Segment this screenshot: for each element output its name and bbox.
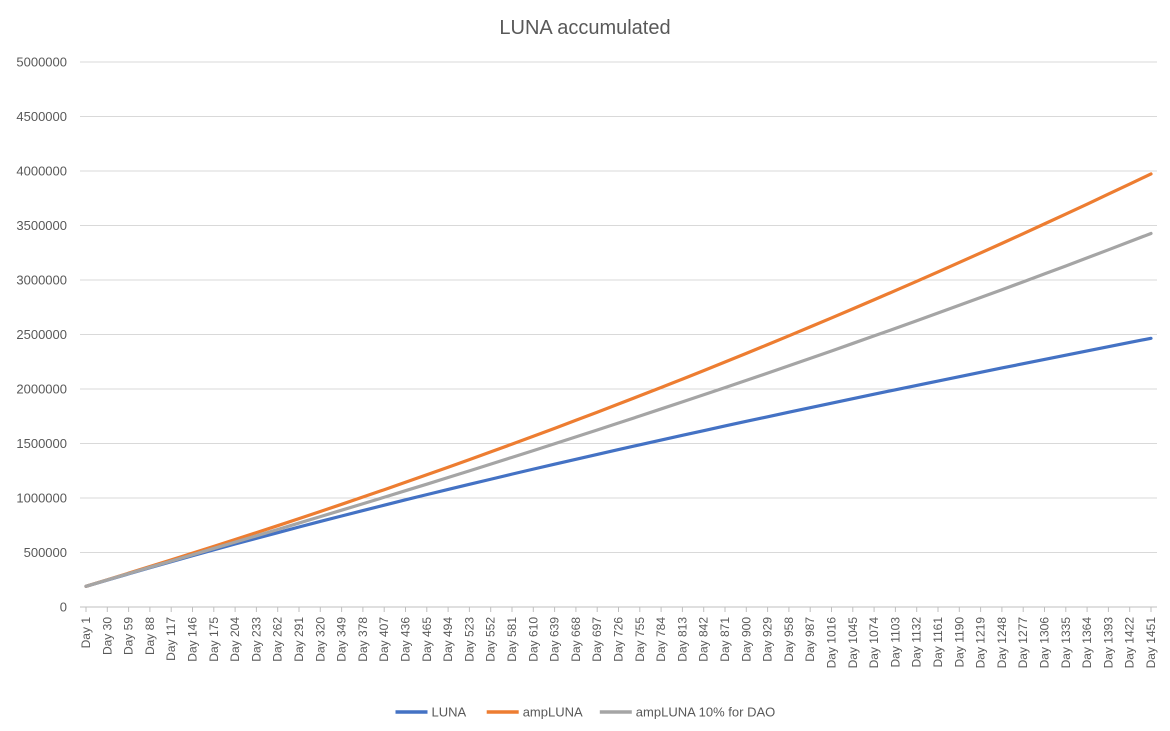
legend-item: ampLUNA bbox=[486, 705, 583, 720]
x-tick-label: Day 581 bbox=[505, 617, 519, 662]
x-tick-label: Day 349 bbox=[335, 617, 349, 662]
x-tick-label: Day 204 bbox=[228, 617, 242, 662]
chart-title: LUNA accumulated bbox=[499, 17, 670, 39]
x-tick-label: Day 1161 bbox=[931, 617, 945, 668]
y-axis-ticks: 0 500000 1000000 1500000 2000000 2500000 30000… bbox=[16, 55, 67, 615]
y-tick-label: 1000000 bbox=[16, 491, 67, 506]
x-tick-label: Day 494 bbox=[441, 617, 455, 662]
x-tick-label: Day 1248 bbox=[995, 617, 1009, 669]
x-tick-label: Day 1 bbox=[79, 617, 93, 649]
x-tick-label: Day 146 bbox=[186, 617, 200, 662]
x-axis-ticks: Day 1 Day 30 Day 59 Day 88 Day 117 Day 146 Day… bbox=[79, 607, 1158, 668]
x-tick-label: Day 436 bbox=[399, 617, 413, 662]
x-tick-label: Day 1364 bbox=[1080, 617, 1094, 669]
x-tick-label: Day 465 bbox=[420, 617, 434, 662]
x-tick-label: Day 1016 bbox=[825, 617, 839, 669]
y-tick-label: 2500000 bbox=[16, 327, 67, 342]
y-tick-label: 4500000 bbox=[16, 109, 67, 124]
x-tick-label: Day 30 bbox=[100, 617, 114, 655]
series-line-luna bbox=[84, 336, 1153, 588]
series-line-ampluna-10-for-dao bbox=[84, 231, 1153, 588]
x-tick-label: Day 291 bbox=[292, 617, 306, 662]
y-tick-label: 3000000 bbox=[16, 273, 67, 288]
x-tick-label: Day 552 bbox=[484, 617, 498, 662]
series-lines bbox=[84, 172, 1153, 588]
y-tick-label: 3500000 bbox=[16, 218, 67, 233]
gridlines bbox=[80, 61, 1157, 608]
x-tick-label: Day 523 bbox=[462, 617, 476, 662]
x-tick-label: Day 1074 bbox=[867, 617, 881, 669]
legend-label: ampLUNA bbox=[523, 705, 583, 720]
x-tick-label: Day 610 bbox=[526, 617, 540, 662]
x-tick-label: Day 378 bbox=[356, 617, 370, 662]
x-tick-label: Day 1335 bbox=[1059, 617, 1073, 669]
x-tick-label: Day 1451 bbox=[1144, 617, 1158, 669]
y-tick-label: 1500000 bbox=[16, 436, 67, 451]
y-tick-label: 2000000 bbox=[16, 382, 67, 397]
x-tick-label: Day 900 bbox=[739, 617, 753, 662]
x-tick-label: Day 813 bbox=[675, 617, 689, 662]
x-tick-label: Day 1422 bbox=[1123, 617, 1137, 669]
x-tick-label: Day 697 bbox=[590, 617, 604, 662]
x-tick-label: Day 320 bbox=[313, 617, 327, 662]
y-tick-label: 500000 bbox=[24, 545, 67, 560]
x-tick-label: Day 1219 bbox=[974, 617, 988, 669]
x-tick-label: Day 59 bbox=[122, 617, 136, 655]
x-tick-label: Day 1393 bbox=[1101, 617, 1115, 669]
x-tick-label: Day 175 bbox=[207, 617, 221, 662]
x-tick-label: Day 407 bbox=[377, 617, 391, 662]
x-tick-label: Day 755 bbox=[633, 617, 647, 662]
x-tick-label: Day 1306 bbox=[1038, 617, 1052, 669]
legend: LUNA ampLUNA ampLUNA 10% for DAO bbox=[395, 705, 775, 720]
x-tick-label: Day 1045 bbox=[846, 617, 860, 669]
y-tick-label: 4000000 bbox=[16, 164, 67, 179]
x-tick-label: Day 929 bbox=[761, 617, 775, 662]
x-tick-label: Day 871 bbox=[718, 617, 732, 662]
x-tick-label: Day 233 bbox=[249, 617, 263, 662]
series-line-ampluna bbox=[84, 172, 1153, 588]
x-tick-label: Day 842 bbox=[697, 617, 711, 662]
legend-item: LUNA bbox=[395, 705, 467, 720]
x-tick-label: Day 958 bbox=[782, 617, 796, 662]
legend-label: ampLUNA 10% for DAO bbox=[636, 705, 775, 720]
y-tick-label: 5000000 bbox=[16, 55, 67, 70]
x-tick-label: Day 262 bbox=[271, 617, 285, 662]
x-tick-label: Day 1132 bbox=[910, 617, 924, 668]
y-tick-label: 0 bbox=[60, 600, 67, 615]
x-tick-label: Day 1277 bbox=[1016, 617, 1030, 669]
legend-item: ampLUNA 10% for DAO bbox=[599, 705, 775, 720]
x-tick-label: Day 639 bbox=[548, 617, 562, 662]
x-tick-label: Day 784 bbox=[654, 617, 668, 662]
x-tick-label: Day 668 bbox=[569, 617, 583, 662]
x-tick-label: Day 1190 bbox=[952, 617, 966, 668]
x-tick-label: Day 88 bbox=[143, 617, 157, 655]
x-tick-label: Day 726 bbox=[612, 617, 626, 662]
x-tick-label: Day 987 bbox=[803, 617, 817, 662]
x-tick-label: Day 117 bbox=[164, 617, 178, 661]
x-tick-label: Day 1103 bbox=[888, 617, 902, 668]
legend-label: LUNA bbox=[432, 705, 467, 720]
